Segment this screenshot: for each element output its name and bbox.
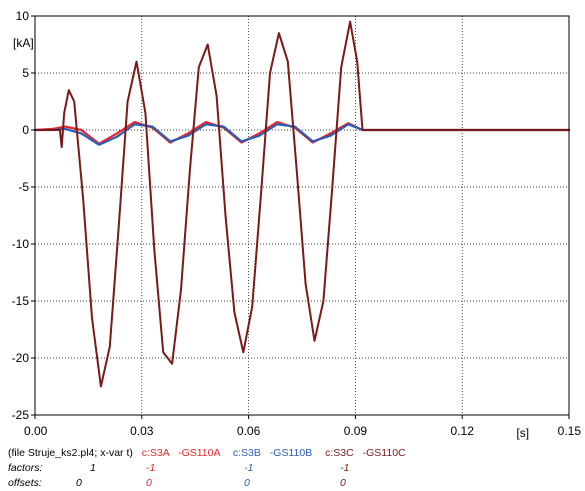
offsets-label: offsets: bbox=[8, 477, 42, 489]
y-tick-label: -10 bbox=[12, 237, 30, 251]
series-s3a-line bbox=[33, 120, 571, 145]
legend-series-a-ref: -GS110A bbox=[178, 447, 220, 459]
series-s3c-line bbox=[34, 20, 570, 388]
y-tick-label: 0 bbox=[22, 123, 29, 137]
x-tick-label: 0.15 bbox=[558, 424, 582, 438]
factor-c: -1 bbox=[340, 462, 350, 474]
x-tick-label: 0.00 bbox=[24, 424, 48, 438]
legend-row-offsets: offsets: 0 0 0 0 bbox=[8, 477, 585, 491]
plot-frame bbox=[34, 15, 570, 416]
x-tick-label: 0.03 bbox=[130, 424, 154, 438]
y-axis-label: [kA] bbox=[13, 36, 34, 50]
x-tick-label: 0.09 bbox=[344, 424, 368, 438]
axis-ticks: 0.00 0.03 0.06 0.09 0.12 0.15 -25 -20 -15 -10 -5 0 5… bbox=[12, 9, 582, 438]
x-tick-label: 0.12 bbox=[451, 424, 475, 438]
y-tick-label: 5 bbox=[22, 66, 29, 80]
factor-a: -1 bbox=[146, 462, 156, 474]
legend-series-b-var: c:S3B bbox=[232, 447, 261, 459]
offset-t: 0 bbox=[76, 477, 82, 489]
offset-c: 0 bbox=[340, 477, 346, 489]
legend-series-b: c:S3B -GS110B bbox=[233, 447, 315, 459]
legend-row-names: (file Struje_ks2.pl4; x-var t) c:S3A -GS… bbox=[8, 447, 406, 459]
legend-series-c: c:S3C -GS110C bbox=[325, 447, 406, 459]
legend-series-a-var: c:S3A bbox=[141, 447, 170, 459]
legend-row-factors: factors: 1 -1 -1 -1 bbox=[8, 462, 585, 476]
factor-b: -1 bbox=[244, 462, 254, 474]
legend-series-b-ref: -GS110B bbox=[269, 447, 313, 459]
factor-t: 1 bbox=[90, 462, 96, 474]
offset-b: 0 bbox=[244, 477, 250, 489]
chart-series-group bbox=[33, 20, 571, 388]
chart-grid bbox=[35, 16, 569, 415]
legend-file-label: (file Struje_ks2.pl4; x-var t) bbox=[8, 447, 133, 459]
series-s3b-line bbox=[33, 123, 571, 146]
factors-label: factors: bbox=[8, 462, 43, 474]
y-tick-label: 10 bbox=[16, 9, 30, 23]
x-axis-label: [s] bbox=[516, 426, 529, 440]
offset-a: 0 bbox=[146, 477, 152, 489]
x-tick-label: 0.06 bbox=[237, 424, 261, 438]
y-tick-label: -20 bbox=[12, 351, 30, 365]
y-tick-label: -25 bbox=[12, 408, 30, 422]
legend-series-c-var: c:S3C bbox=[325, 447, 354, 459]
legend-series-a: c:S3A -GS110A bbox=[142, 447, 223, 459]
y-tick-label: -5 bbox=[18, 180, 29, 194]
y-tick-label: -15 bbox=[12, 294, 30, 308]
legend-series-c-ref: -GS110C bbox=[362, 447, 406, 459]
